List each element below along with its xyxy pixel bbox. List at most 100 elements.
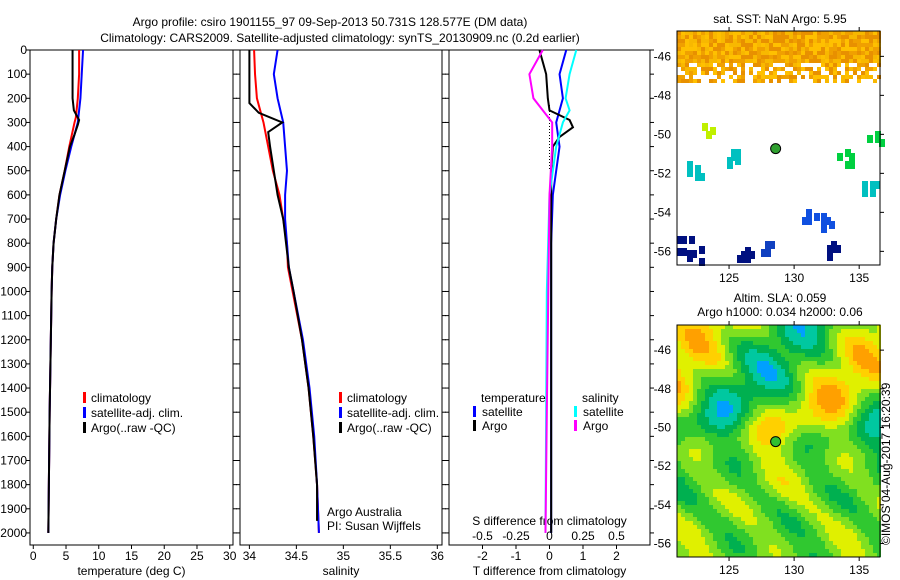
sla-map: 125 130 135 -46 -48 -50 -52 -54 -56 (654, 321, 884, 577)
map-lon-label: 125 (719, 563, 739, 577)
map-lat-label: -52 (654, 166, 672, 180)
x-tick-label: 1 (580, 549, 587, 563)
x-tick-label: 0 (30, 549, 37, 563)
legend-swatch (339, 422, 342, 433)
legend-label: satellite (482, 405, 523, 419)
depth-tick-label: 800 (7, 236, 27, 250)
legend-swatch (83, 407, 86, 418)
legend-label: satellite-adj. clim. (347, 406, 439, 420)
series-s-argo (528, 49, 554, 533)
title-line1: Argo profile: csiro 1901155_97 09-Sep-20… (133, 15, 528, 29)
sst-map: 125 130 135 -46 -48 -50 -52 -54 -56 (654, 27, 885, 285)
map-lon-label: 130 (784, 271, 804, 285)
legend-label: climatology (347, 391, 407, 405)
legend-header-salinity: salinity (582, 391, 619, 405)
x-tick-label: -2 (477, 549, 488, 563)
sla-map-subtitle: Argo h1000: 0.034 h2000: 0.06 (697, 305, 863, 319)
map-lat-label: -56 (654, 536, 672, 550)
temperature-xlabel: temperature (deg C) (77, 564, 185, 578)
series-climatology (47, 50, 81, 533)
argo-float-marker (770, 436, 782, 448)
legend-label: climatology (91, 391, 151, 405)
legend-swatch (574, 420, 577, 431)
s-tick-label: 0.5 (608, 529, 625, 543)
sla-map-title: Altim. SLA: 0.059 (734, 291, 827, 305)
depth-tick-label: 0 (20, 43, 27, 57)
depth-tick-label: 200 (7, 91, 27, 105)
x-tick-label: 5 (63, 549, 70, 563)
depth-tick-label: 1200 (0, 333, 27, 347)
depth-tick-label: 1000 (0, 284, 27, 298)
depth-tick-label: 1600 (0, 429, 27, 443)
legend-swatch (574, 406, 577, 417)
map-lon-label: 135 (849, 271, 869, 285)
map-lat-label: -48 (654, 382, 672, 396)
temperature-plot-frame (29, 49, 234, 546)
depth-tick-label: 1400 (0, 381, 27, 395)
annotation-text: Argo Australia (327, 505, 402, 519)
legend-label: satellite-adj. clim. (91, 406, 183, 420)
depth-tick-label: 900 (7, 260, 27, 274)
legend-swatch (339, 392, 342, 403)
legend-swatch (83, 422, 86, 433)
annotation-text: PI: Susan Wijffels (327, 519, 421, 533)
legend-label: Argo(..raw -QC) (347, 421, 432, 435)
depth-tick-label: 1800 (0, 478, 27, 492)
map-lat-label: -54 (654, 498, 672, 512)
x-tick-label: 30 (223, 549, 237, 563)
legend-label: Argo(..raw -QC) (91, 421, 176, 435)
legend-label: Argo (482, 419, 508, 433)
legend-swatch (339, 407, 342, 418)
x-tick-label: 36 (431, 549, 445, 563)
s-tick-label: -0.5 (472, 529, 493, 543)
legend-swatch (473, 406, 476, 417)
series-t-argo (538, 49, 575, 533)
map-lat-label: -46 (654, 49, 672, 63)
map-lon-label: 130 (784, 563, 804, 577)
x-tick-label: 15 (125, 549, 139, 563)
map-lon-label: 125 (719, 271, 739, 285)
x-tick-label: 2 (613, 549, 620, 563)
x-tick-label: 10 (92, 549, 106, 563)
legend-header-temperature: temperature (481, 391, 546, 405)
depth-tick-label: 100 (7, 67, 27, 81)
salinity-plot-frame (239, 49, 443, 546)
credit: ©IMOS 04-Aug-2017 16:20:39 (879, 382, 893, 545)
depth-tick-label: 600 (7, 188, 27, 202)
x-tick-label: -1 (511, 549, 522, 563)
x-tick-label: 35 (337, 549, 351, 563)
depth-tick-label: 1900 (0, 502, 27, 516)
x-tick-label: 25 (190, 549, 204, 563)
s-tick-label: -0.25 (502, 529, 530, 543)
series-climatology (253, 49, 320, 533)
legend-label: satellite (583, 405, 624, 419)
s-tick-label: 0.25 (571, 529, 595, 543)
difference-xlabel: T difference from climatology (473, 564, 627, 578)
map-lat-label: -54 (654, 205, 672, 219)
difference-plot-frame (448, 49, 651, 546)
legend-label: Argo (583, 419, 609, 433)
x-tick-label: 20 (158, 549, 172, 563)
x-tick-label: 35.5 (379, 549, 403, 563)
map-lat-label: -48 (654, 88, 672, 102)
depth-tick-label: 400 (7, 140, 27, 154)
x-tick-label: 34.5 (285, 549, 309, 563)
x-tick-label: 34 (243, 549, 257, 563)
x-tick-label: 0 (546, 549, 553, 563)
depth-tick-label: 700 (7, 212, 27, 226)
map-lat-label: -56 (654, 244, 672, 258)
depth-tick-label: 500 (7, 164, 27, 178)
map-lat-label: -46 (654, 343, 672, 357)
legend-swatch (473, 420, 476, 431)
s-diff-label: S difference from climatology (472, 514, 627, 528)
depth-tick-label: 1700 (0, 453, 27, 467)
map-lat-label: -50 (654, 420, 672, 434)
sst-map-title: sat. SST: NaN Argo: 5.95 (713, 12, 847, 26)
map-lon-label: 135 (849, 563, 869, 577)
depth-tick-label: 2000 (0, 526, 27, 540)
series-argo (47, 50, 81, 533)
map-lat-label: -52 (654, 459, 672, 473)
depth-tick-label: 1500 (0, 405, 27, 419)
salinity-xlabel: salinity (323, 564, 360, 578)
